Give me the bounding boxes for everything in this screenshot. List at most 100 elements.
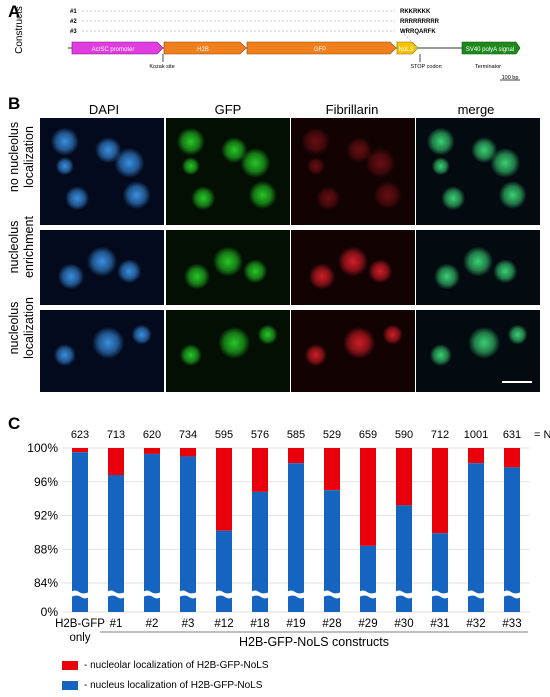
legend-label-nucleolar: - nucleolar localization of H2B-GFP-NoLS — [84, 660, 269, 671]
cell-nucleus — [221, 137, 248, 164]
x-tick-label: #29 — [358, 618, 377, 630]
column-header-dapi: DAPI — [88, 102, 120, 117]
axis-break — [179, 590, 197, 599]
cell-nucleus — [368, 259, 393, 284]
cell-nucleus — [301, 127, 330, 156]
cell-nucleus — [179, 344, 202, 367]
n-label: 529 — [323, 429, 341, 441]
micrograph-fibrillarin-row3 — [291, 310, 415, 392]
construct-sequence: RKKRKKK — [400, 9, 431, 15]
axis-break — [467, 590, 485, 599]
bar-nucleolar-9 — [396, 448, 412, 506]
constructs-label: Constructs — [14, 6, 25, 54]
bar-nucleolar-10 — [432, 448, 448, 534]
cell-nucleus — [50, 127, 79, 156]
x-tick-label: #28 — [322, 618, 341, 630]
cell-nucleus — [434, 263, 460, 290]
panel-b-letter: B — [8, 94, 21, 113]
legend-item-nucleus: - nucleus localization of H2B-GFP-NoLS — [62, 680, 262, 691]
axis-break — [143, 590, 161, 599]
bar-nucleus-5 — [252, 491, 268, 612]
cell-nucleus — [95, 137, 122, 164]
bar-nucleus-8 — [360, 545, 376, 612]
x-tick-label: #33 — [502, 618, 521, 630]
legend-item-nucleolar: - nucleolar localization of H2B-GFP-NoLS — [62, 660, 269, 671]
micrograph-gfp-row2 — [166, 230, 290, 305]
stop-label: STOP codon — [410, 64, 441, 70]
cell-nucleus — [343, 326, 376, 359]
cell-nucleus — [53, 344, 76, 367]
cell-nucleus — [463, 246, 493, 277]
construct-sequence: RRRRRRRRR — [400, 19, 440, 25]
h2b-label: H2B — [197, 47, 209, 53]
bar-nucleus-7 — [324, 490, 340, 612]
cell-nucleus — [431, 157, 450, 176]
cell-nucleus — [243, 259, 268, 284]
bar-nucleolar-5 — [252, 448, 268, 492]
bar-chart: 0% 84% 88% 92% 96% 100% 623 H2B-GFP only 713 #1 620… — [27, 429, 550, 649]
legend-label-nucleus: - nucleus localization of H2B-GFP-NoLS — [84, 680, 263, 691]
axis-break — [503, 590, 521, 599]
bar-nucleolar-12 — [504, 448, 520, 468]
micrograph-fibrillarin-row1 — [291, 118, 415, 225]
column-header-merge: merge — [457, 102, 495, 117]
cell-nucleus — [493, 259, 518, 284]
row-label-line: nucleolus — [7, 220, 21, 274]
construct-id: #1 — [70, 9, 77, 15]
bar-nucleus-10 — [432, 533, 448, 612]
cell-nucleus — [426, 127, 455, 156]
x-tick-label: only — [69, 632, 90, 644]
micrograph-merge-row1 — [416, 118, 540, 225]
y-tick-label: 92% — [34, 509, 58, 523]
bar-nucleolar-8 — [360, 448, 376, 546]
micrograph-dapi-row2 — [40, 230, 164, 305]
cell-nucleus — [338, 246, 368, 277]
bar-nucleus-4 — [216, 530, 232, 612]
construct-id: #3 — [70, 29, 77, 35]
n-label: 734 — [179, 429, 197, 441]
n-label: 712 — [431, 429, 449, 441]
n-label: 620 — [143, 429, 161, 441]
cell-nucleus — [304, 344, 327, 367]
cell-nucleus — [131, 324, 152, 345]
cell-nucleus — [382, 324, 403, 345]
sv40-block — [461, 41, 521, 55]
actsc-promoter-block — [71, 41, 164, 55]
cell-nucleus — [181, 157, 200, 176]
cell-nucleus — [498, 181, 527, 210]
axis-break — [71, 590, 89, 599]
construct-sequence: WRRQARFK — [400, 29, 436, 35]
bar-nucleus-11 — [468, 463, 484, 612]
cell-nucleus — [87, 246, 117, 277]
micrograph-dapi-row3 — [40, 310, 164, 392]
cell-nucleus — [365, 147, 396, 178]
x-group-label: H2B-GFP-NoLS constructs — [239, 635, 389, 649]
cell-nucleus — [65, 186, 90, 211]
cell-nucleus — [114, 147, 145, 178]
axis-break — [107, 590, 125, 599]
panel-c-letter: C — [8, 414, 21, 433]
row-label-line: localization — [22, 126, 36, 188]
cell-nucleus — [248, 181, 277, 210]
bar-nucleolar-1 — [108, 448, 124, 475]
panel-a: A Constructs #1 RKKRKKK #2 RRRRRRRRR #3 WRRQA… — [0, 0, 550, 90]
bar-nucleus-9 — [396, 505, 412, 612]
n-label: 631 — [503, 429, 521, 441]
cell-nucleus — [441, 186, 466, 211]
row-label-enrichment: nucleolus enrichment — [7, 207, 37, 287]
construct-id: #2 — [70, 19, 77, 25]
bar-nucleus-6 — [288, 463, 304, 612]
micrograph-fibrillarin-row2 — [291, 230, 415, 305]
cell-nucleus — [471, 137, 498, 164]
y-tick-label: 96% — [34, 475, 58, 489]
x-tick-label: #32 — [466, 618, 485, 630]
x-tick-label: H2B-GFP — [55, 618, 105, 630]
cell-nucleus — [55, 157, 74, 176]
cell-nucleus — [122, 181, 151, 210]
cell-nucleus — [373, 181, 402, 210]
x-tick-label: #2 — [146, 618, 159, 630]
bar-nucleus-1 — [108, 475, 124, 612]
axis-break — [215, 590, 233, 599]
x-tick-label: #30 — [394, 618, 413, 630]
cell-nucleus — [346, 137, 373, 164]
